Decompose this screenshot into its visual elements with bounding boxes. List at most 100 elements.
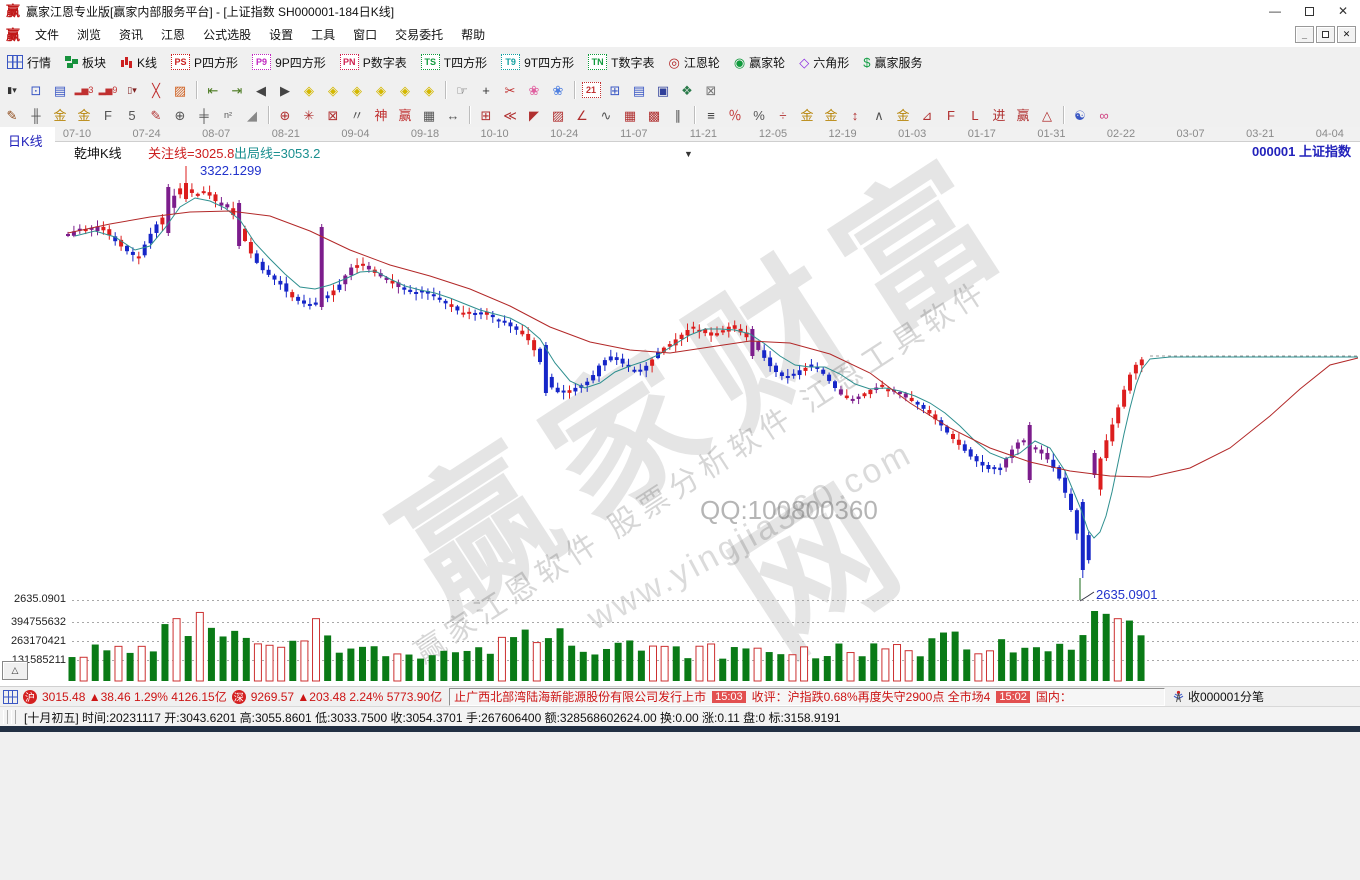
diamond-vertical-button[interactable]: ◈ (394, 80, 416, 100)
parallel-lines-button[interactable]: ∥ (667, 105, 689, 125)
period-candle-dropdown-button[interactable]: ▮▾ (1, 80, 23, 100)
percent-line-button[interactable]: ÷ (772, 105, 794, 125)
toolbar-kline-button[interactable]: K线 (113, 47, 164, 77)
candle-style-dropdown-button[interactable]: ▯▾ (121, 80, 143, 100)
percent-red-button[interactable]: ％ (724, 105, 746, 125)
toolbar-sectors-button[interactable]: 板块 (58, 47, 113, 77)
brush-tool-button[interactable]: ✎ (1, 105, 23, 125)
ying-tool-button[interactable]: 赢 (394, 105, 416, 125)
gold-circle-line-button[interactable]: 金 (796, 105, 818, 125)
seek-last-button[interactable]: ⇥ (226, 80, 248, 100)
toolbar-t-digit-table-button[interactable]: TN T数字表 (581, 47, 661, 77)
toolbar-p-square-button[interactable]: PS P四方形 (164, 47, 245, 77)
minimize-button[interactable]: — (1269, 4, 1281, 18)
diamond-left-button[interactable]: ◈ (298, 80, 320, 100)
menu-资讯[interactable]: 资讯 (119, 28, 144, 42)
ying-angle-button[interactable]: 赢 (1012, 105, 1034, 125)
calculator-button[interactable]: ⊞ (604, 80, 626, 100)
hatch-lines-button[interactable]: ╪ (193, 105, 215, 125)
news-ticker[interactable]: 止广西北部湾陆海新能源股份有限公司发行上市 15:03 收评：沪指跌0.68%再度失… (449, 687, 1165, 706)
toolbar-winner-wheel-button[interactable]: ◉ 赢家轮 (727, 47, 792, 77)
width-measure-button[interactable]: ↔ (442, 105, 464, 125)
percent-plain-button[interactable]: % (748, 105, 770, 125)
step-back-button[interactable]: ◀ (250, 80, 272, 100)
seek-first-button[interactable]: ⇤ (202, 80, 224, 100)
scissors-tool-button[interactable]: ✂ (499, 80, 521, 100)
menu-工具[interactable]: 工具 (311, 28, 336, 42)
diamond-all-button[interactable]: ◈ (418, 80, 440, 100)
net-export-button[interactable]: ❖ (676, 80, 698, 100)
gold-grid-1-button[interactable]: 金 (49, 105, 71, 125)
volume-bars-3-button[interactable]: ▂▅3 (73, 80, 95, 100)
brain-blue-button[interactable]: ❀ (547, 80, 569, 100)
stats-bars-button[interactable]: ≡ (700, 105, 722, 125)
crosshair-tool-button[interactable]: + (475, 80, 497, 100)
ruler-grid-button[interactable]: ▦ (418, 105, 440, 125)
tri-tool-button[interactable]: △ (1036, 105, 1058, 125)
menu-设置[interactable]: 设置 (269, 28, 294, 42)
menu-文件[interactable]: 文件 (35, 28, 60, 42)
chart-region[interactable]: 07-10 07-24 08-07 08-21 09-04 09-18 10-10 10-24… (0, 124, 1360, 686)
notebook-button[interactable]: ▤ (628, 80, 650, 100)
j-angle-button[interactable]: ⊿ (916, 105, 938, 125)
shenzhen-market-icon[interactable]: 深 (231, 689, 246, 704)
gann-circle-button[interactable]: ⊕ (274, 105, 296, 125)
mdi-close-button[interactable]: ✕ (1337, 26, 1356, 43)
wave-mark-button[interactable]: 〃 (346, 105, 368, 125)
select-region-button[interactable]: ⊡ (25, 80, 47, 100)
a-frame-button[interactable]: ∧ (868, 105, 890, 125)
infinity-button[interactable]: ∞ (1093, 105, 1115, 125)
l-angle-button[interactable]: L (964, 105, 986, 125)
mdi-restore-button[interactable] (1316, 26, 1335, 43)
magnet-line-button[interactable]: ↕ (844, 105, 866, 125)
dense-grid-button[interactable]: ▩ (643, 105, 665, 125)
zigzag-line-button[interactable]: ∿ (595, 105, 617, 125)
close-button[interactable]: ✕ (1337, 4, 1349, 18)
diamond-horizontal-button[interactable]: ◈ (346, 80, 368, 100)
calendar-button[interactable]: 21 (580, 80, 602, 100)
speed-rays-button[interactable]: ≪ (499, 105, 521, 125)
toolbar-p-digit-table-button[interactable]: PN P数字表 (333, 47, 414, 77)
angle-ruler-button[interactable]: ◢ (241, 105, 263, 125)
gold-angle-button[interactable]: 金 (892, 105, 914, 125)
red-brush-button[interactable]: ✎ (145, 105, 167, 125)
diamond-cross-button[interactable]: ◈ (370, 80, 392, 100)
jin-angle-button[interactable]: 进 (988, 105, 1010, 125)
taichi-button[interactable]: ☯ (1069, 105, 1091, 125)
f-angle-button[interactable]: F (940, 105, 962, 125)
fan-grid-button[interactable]: ▨ (547, 105, 569, 125)
pane-toggle-button[interactable]: △ (2, 661, 28, 680)
volume-bars-9-button[interactable]: ▂▅9 (97, 80, 119, 100)
fan-lines-button[interactable]: ◤ (523, 105, 545, 125)
color-chart-button[interactable]: ▨ (169, 80, 191, 100)
toolbar-gann-wheel-button[interactable]: ◎ 江恩轮 (661, 47, 726, 77)
hand-tool-button[interactable]: ☞ (451, 80, 473, 100)
menu-帮助[interactable]: 帮助 (461, 28, 486, 42)
gann-x-pattern-button[interactable]: ╳ (145, 80, 167, 100)
toolbar-winner-service-button[interactable]: $ 赢家服务 (856, 47, 929, 77)
gold-level-line-button[interactable]: 金 (820, 105, 842, 125)
toolbar-9p-square-button[interactable]: P9 9P四方形 (245, 47, 333, 77)
toolbar-hexagon-button[interactable]: ◇ 六角形 (792, 47, 856, 77)
mdi-minimize-button[interactable]: _ (1295, 26, 1314, 43)
menu-交易委托[interactable]: 交易委托 (395, 28, 444, 42)
candlestick-chart[interactable] (0, 127, 1360, 686)
circle-grid-button[interactable]: ⊕ (169, 105, 191, 125)
info-panel-button[interactable]: ▤ (49, 80, 71, 100)
diamond-right-button[interactable]: ◈ (322, 80, 344, 100)
grid-lines-button[interactable]: ╫ (25, 105, 47, 125)
square-web-button[interactable]: ⊠ (322, 105, 344, 125)
box-tool-button[interactable]: ⊞ (475, 105, 497, 125)
quotes-mini-icon[interactable] (3, 689, 18, 704)
menu-浏览[interactable]: 浏览 (77, 28, 102, 42)
gann-web-button[interactable]: ✳ (298, 105, 320, 125)
menu-公式选股[interactable]: 公式选股 (203, 28, 252, 42)
toolbar-t-square-button[interactable]: TS T四方形 (414, 47, 494, 77)
menu-窗口[interactable]: 窗口 (353, 28, 378, 42)
angle-line-button[interactable]: ∠ (571, 105, 593, 125)
five-grid-button[interactable]: 5 (121, 105, 143, 125)
f-grid-button[interactable]: F (97, 105, 119, 125)
shen-tool-button[interactable]: 神 (370, 105, 392, 125)
step-forward-button[interactable]: ▶ (274, 80, 296, 100)
toolbar-quotes-button[interactable]: 行情 (0, 47, 58, 77)
